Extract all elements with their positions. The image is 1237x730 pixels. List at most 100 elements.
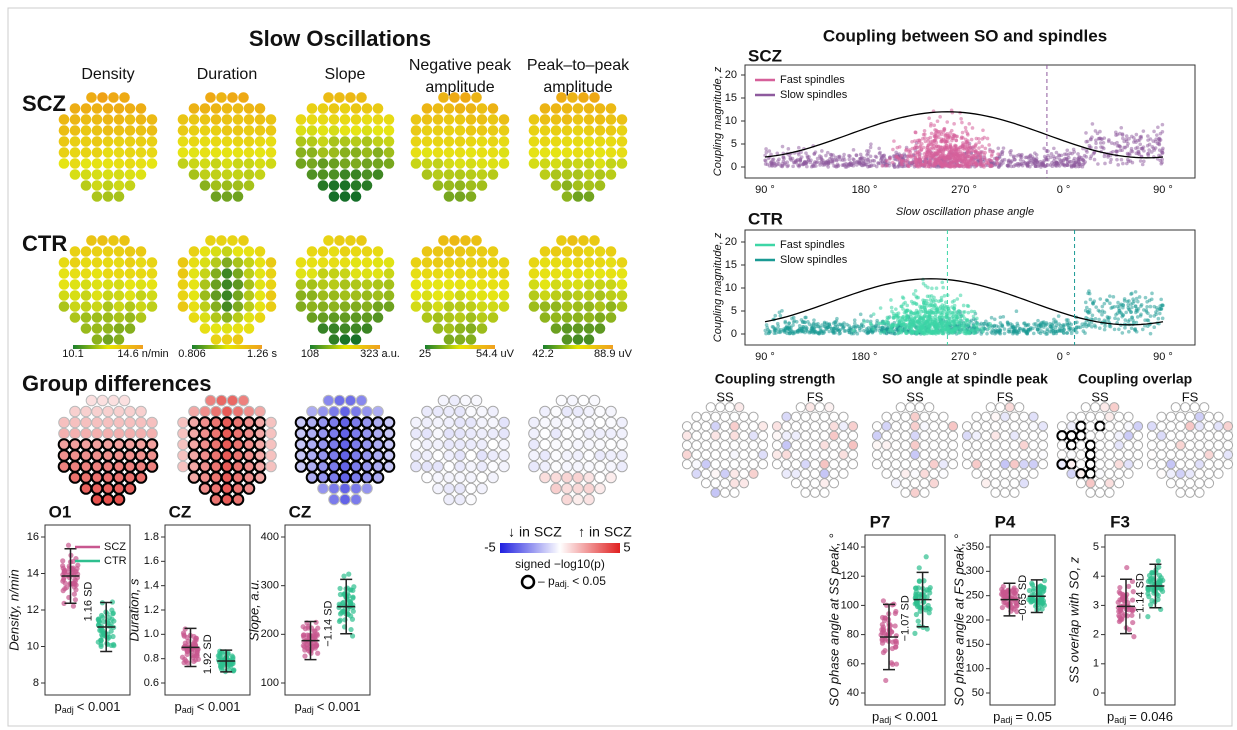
colorbar	[310, 345, 380, 349]
electrode	[800, 459, 811, 470]
electrode	[1028, 440, 1039, 451]
electrode	[410, 268, 422, 279]
point	[940, 280, 945, 285]
point	[1100, 309, 1105, 313]
point	[973, 149, 977, 154]
point	[191, 633, 197, 640]
point	[916, 310, 921, 314]
point	[861, 161, 866, 166]
electrode	[421, 136, 433, 147]
point	[971, 314, 976, 319]
electrode	[550, 290, 562, 301]
electrode	[1213, 411, 1224, 422]
point	[922, 330, 926, 334]
electrode	[729, 468, 740, 479]
electrode	[1056, 421, 1068, 432]
point	[796, 163, 800, 167]
electrode	[382, 438, 396, 451]
point	[1091, 302, 1096, 306]
electrode	[232, 257, 244, 268]
electrode	[254, 290, 266, 301]
electrode	[583, 416, 595, 429]
electrode	[1104, 487, 1115, 498]
point	[912, 317, 917, 321]
electrode	[790, 440, 802, 451]
electrode	[1165, 411, 1177, 422]
point	[1057, 157, 1062, 162]
point	[978, 163, 983, 167]
point	[980, 150, 985, 154]
point	[1101, 141, 1106, 145]
electrode	[113, 405, 125, 418]
electrode	[210, 312, 222, 323]
electrode	[800, 411, 811, 422]
point	[185, 660, 191, 666]
point	[939, 311, 944, 315]
electrode	[487, 279, 499, 290]
electrode	[528, 114, 540, 125]
electrode	[443, 290, 455, 301]
electrode	[465, 125, 477, 136]
p-subscript: adj	[182, 705, 194, 715]
electrode	[809, 468, 821, 479]
electrode	[487, 416, 499, 429]
point	[835, 316, 839, 321]
point	[925, 150, 930, 155]
point	[914, 302, 919, 306]
electrode	[583, 279, 595, 290]
electrode	[345, 235, 356, 246]
point	[780, 164, 784, 169]
electrode	[188, 405, 200, 418]
electrode	[465, 180, 477, 191]
electrode	[231, 438, 245, 451]
point	[807, 158, 811, 163]
point	[1104, 298, 1109, 302]
electrode	[350, 147, 362, 158]
electrode	[102, 427, 114, 440]
column-header: Slope	[325, 66, 366, 83]
electrode	[890, 468, 902, 479]
point	[1129, 326, 1134, 331]
point	[1057, 164, 1062, 168]
electrode	[460, 235, 471, 246]
electrode	[113, 427, 125, 440]
electrode	[476, 268, 488, 279]
electrode	[572, 136, 584, 147]
point	[942, 146, 947, 150]
point	[797, 323, 802, 328]
electrode	[1165, 421, 1177, 432]
electrode	[1222, 459, 1234, 470]
point	[1036, 164, 1040, 168]
electrode	[107, 394, 120, 407]
electrode	[800, 430, 811, 441]
electrode	[410, 147, 422, 158]
point	[1115, 149, 1120, 154]
electrode	[410, 125, 422, 136]
point	[894, 323, 899, 328]
electrode	[999, 487, 1011, 498]
electrode	[221, 180, 233, 191]
electrode	[567, 235, 578, 246]
colorbar-max: 323 a.u.	[360, 348, 400, 360]
electrode	[729, 449, 740, 460]
electrode	[432, 416, 444, 429]
electrode	[238, 235, 249, 246]
point	[931, 146, 936, 151]
electrode	[710, 440, 721, 451]
electrode	[980, 440, 992, 451]
electrode	[905, 402, 916, 413]
point	[972, 153, 977, 158]
electrode	[243, 114, 255, 125]
electrode	[1189, 402, 1200, 413]
electrode	[443, 257, 455, 268]
electrode	[800, 421, 811, 432]
point	[229, 661, 235, 667]
point	[185, 638, 191, 644]
electrode	[438, 92, 449, 103]
point	[878, 326, 882, 331]
electrode	[454, 246, 466, 257]
point	[898, 321, 902, 325]
electrode	[328, 191, 340, 202]
point	[915, 138, 920, 143]
point	[1138, 135, 1143, 139]
